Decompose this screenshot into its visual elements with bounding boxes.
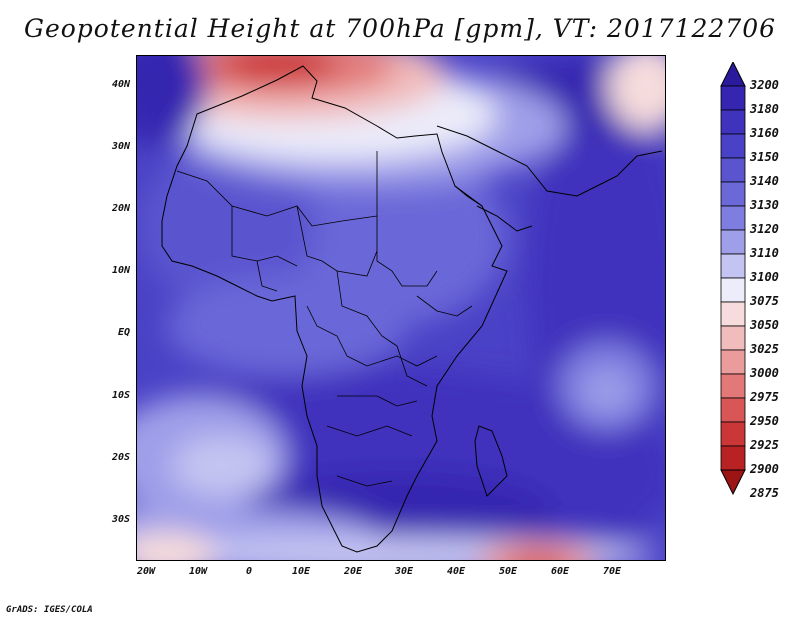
colorbar-bottom-arrow [720, 469, 746, 496]
lon-label: 0 [245, 566, 253, 577]
colorbar-band [720, 421, 746, 447]
lon-label: 20E [343, 566, 363, 577]
colorbar-level-label: 3180 [750, 102, 779, 116]
colorbar-level-label: 2975 [750, 390, 779, 404]
colorbar-band [720, 301, 746, 327]
map-panel [136, 55, 666, 561]
colorbar-band [720, 397, 746, 423]
colorbar-band [720, 229, 746, 255]
colorbar-level-label: 3140 [750, 174, 779, 188]
colorbar-level-label: 3120 [750, 222, 779, 236]
colorbar-level-label: 3100 [750, 270, 779, 284]
colorbar-band [720, 373, 746, 399]
lon-label: 50E [498, 566, 518, 577]
colorbar-band [720, 157, 746, 183]
colorbar-level-label: 3200 [750, 78, 779, 92]
colorbar-band [720, 85, 746, 111]
lon-label: 30E [394, 566, 414, 577]
lat-label: 10N [111, 265, 130, 276]
credit-text: GrADS: IGES/COLA [6, 605, 93, 615]
colorbar-level-label: 3160 [750, 126, 779, 140]
lon-label: 60E [550, 566, 570, 577]
colorbar-band [720, 349, 746, 375]
colorbar-level-label: 2950 [750, 414, 779, 428]
colorbar-band [720, 133, 746, 159]
country-borders [176, 151, 473, 487]
contour-field [137, 56, 665, 560]
lat-label: 10S [111, 390, 130, 401]
colorbar [720, 62, 746, 496]
lon-label: 70E [602, 566, 622, 577]
lat-label: 30S [111, 514, 130, 525]
colorbar-level-label: 3110 [750, 246, 779, 260]
colorbar-level-label: 3150 [750, 150, 779, 164]
coastlines [161, 65, 663, 553]
lat-label: 40N [111, 79, 130, 90]
lon-label: 40E [446, 566, 466, 577]
lon-label: 20W [136, 566, 156, 577]
colorbar-level-label: 3050 [750, 318, 779, 332]
colorbar-band [720, 325, 746, 351]
lat-label: EQ [117, 327, 130, 338]
colorbar-level-label: 2875 [750, 486, 779, 500]
colorbar-band [720, 253, 746, 279]
colorbar-band [720, 445, 746, 471]
colorbar-level-label: 3130 [750, 198, 779, 212]
colorbar-top-arrow [720, 62, 746, 87]
lat-label: 20N [111, 203, 130, 214]
colorbar-level-label: 2900 [750, 462, 779, 476]
colorbar-level-label: 3075 [750, 294, 779, 308]
lat-label: 30N [111, 141, 130, 152]
colorbar-band [720, 109, 746, 135]
colorbar-level-label: 3000 [750, 366, 779, 380]
lon-label: 10W [188, 566, 208, 577]
height-field-map [137, 56, 665, 560]
lon-label: 10E [291, 566, 311, 577]
colorbar-band [720, 205, 746, 231]
colorbar-level-label: 3025 [750, 342, 779, 356]
colorbar-band [720, 277, 746, 303]
lat-label: 20S [111, 452, 130, 463]
chart-title: Geopotential Height at 700hPa [gpm], VT:… [23, 14, 777, 43]
colorbar-level-label: 2925 [750, 438, 779, 452]
colorbar-band [720, 181, 746, 207]
